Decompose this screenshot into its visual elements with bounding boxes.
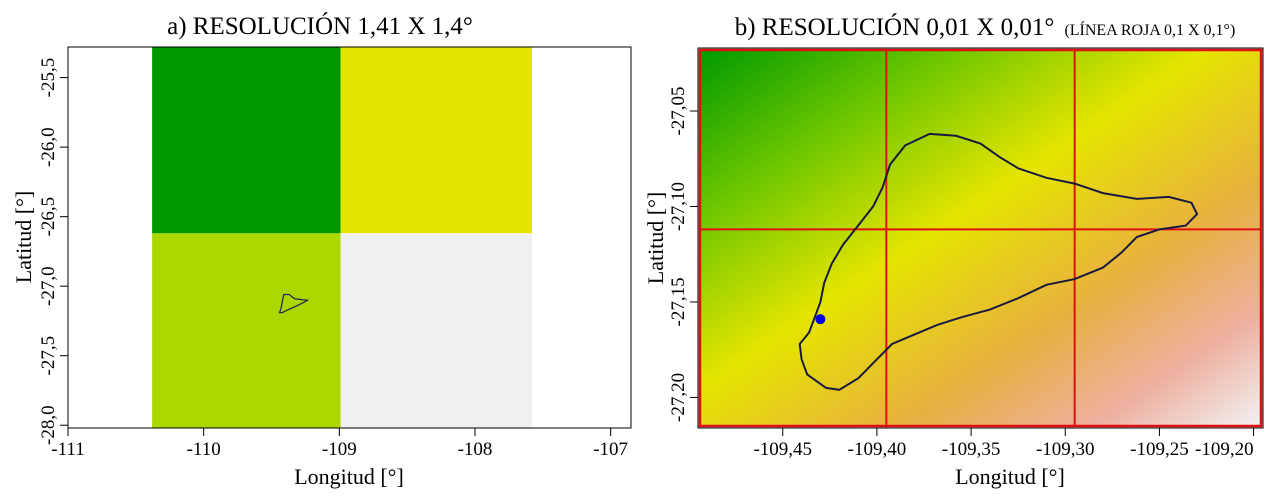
panel-a-y-axis: -25,5 -26,0 -26,5 -27,0 -27,5 -28,0 <box>38 58 68 445</box>
panel-b-raster <box>700 50 1261 426</box>
panel-b-location-point <box>815 314 826 325</box>
panel-b-xlabel: Longitud [°] <box>955 464 1065 489</box>
panel-a-x-axis: -111 -110 -109 -108 -107 <box>51 428 628 460</box>
panel-a-cell-3 <box>340 233 532 428</box>
panel-b-frame <box>697 47 1264 429</box>
panel-b-title-sub: (LÍNEA ROJA 0,1 X 0,1°) <box>1064 20 1235 39</box>
panel-b-title: b) RESOLUCIÓN 0,01 X 0,01° (LÍNEA ROJA 0… <box>735 13 1236 41</box>
panel-a-y-tick-label: -26,5 <box>38 197 59 237</box>
panel-a-x-tick-label: -107 <box>593 439 628 460</box>
panel-b-x-axis: -109,45 -109,40 -109,35 -109,30 -109,25 -109,… <box>753 428 1255 460</box>
panel-a: a) RESOLUCIÓN 1,41 X 1,4° -111 -110 -109 -1… <box>11 12 632 489</box>
panel-b-y-tick-label: -27,20 <box>668 373 689 422</box>
panel-b-island-outline <box>798 132 1199 391</box>
panel-a-y-tick-label: -27,5 <box>38 336 59 376</box>
panel-a-xlabel: Longitud [°] <box>294 464 404 489</box>
panel-b: b) RESOLUCIÓN 0,01 X 0,01° (LÍNEA ROJA 0… <box>643 13 1264 489</box>
panel-a-y-tick-label: -27,0 <box>38 266 59 306</box>
panel-b-x-tick-label: -109,30 <box>1036 439 1095 460</box>
panel-b-x-tick-label: -109,35 <box>942 439 1001 460</box>
panel-a-island-outline <box>278 293 309 314</box>
panel-a-x-tick-label: -110 <box>187 439 221 460</box>
panel-a-title: a) RESOLUCIÓN 1,41 X 1,4° <box>167 12 473 40</box>
panel-b-x-tick-label: -109,25 <box>1130 439 1189 460</box>
panel-a-y-tick-label: -25,5 <box>38 58 59 98</box>
panel-a-x-tick-label: -108 <box>458 439 493 460</box>
panel-b-x-tick-label: -109,20 <box>1195 439 1254 460</box>
panel-a-cell-1 <box>340 47 532 234</box>
panel-a-y-tick-label: -26,0 <box>38 127 59 167</box>
panel-a-x-tick-label: -111 <box>51 439 84 460</box>
panel-b-y-tick-label: -27,10 <box>668 182 689 231</box>
panel-b-title-main: b) RESOLUCIÓN 0,01 X 0,01° <box>735 13 1055 41</box>
panel-a-raster <box>152 47 532 428</box>
panel-b-y-tick-label: -27,15 <box>668 277 689 326</box>
panel-a-frame <box>67 46 632 429</box>
panel-a-cell-0 <box>152 47 341 234</box>
panel-b-y-axis: -27,05 -27,10 -27,15 -27,20 <box>668 86 698 422</box>
panel-a-cell-2 <box>152 233 341 428</box>
panel-a-y-tick-label: -28,0 <box>38 405 59 445</box>
panel-b-x-tick-label: -109,45 <box>753 439 812 460</box>
panel-b-y-tick-label: -27,05 <box>668 86 689 135</box>
panel-b-red-border <box>698 48 1263 428</box>
panel-b-red-grid <box>698 48 1263 428</box>
panel-b-ylabel: Latitud [°] <box>643 192 668 285</box>
panel-a-x-tick-label: -109 <box>322 439 357 460</box>
panel-b-x-tick-label: -109,40 <box>848 439 907 460</box>
panel-a-ylabel: Latitud [°] <box>11 191 36 284</box>
